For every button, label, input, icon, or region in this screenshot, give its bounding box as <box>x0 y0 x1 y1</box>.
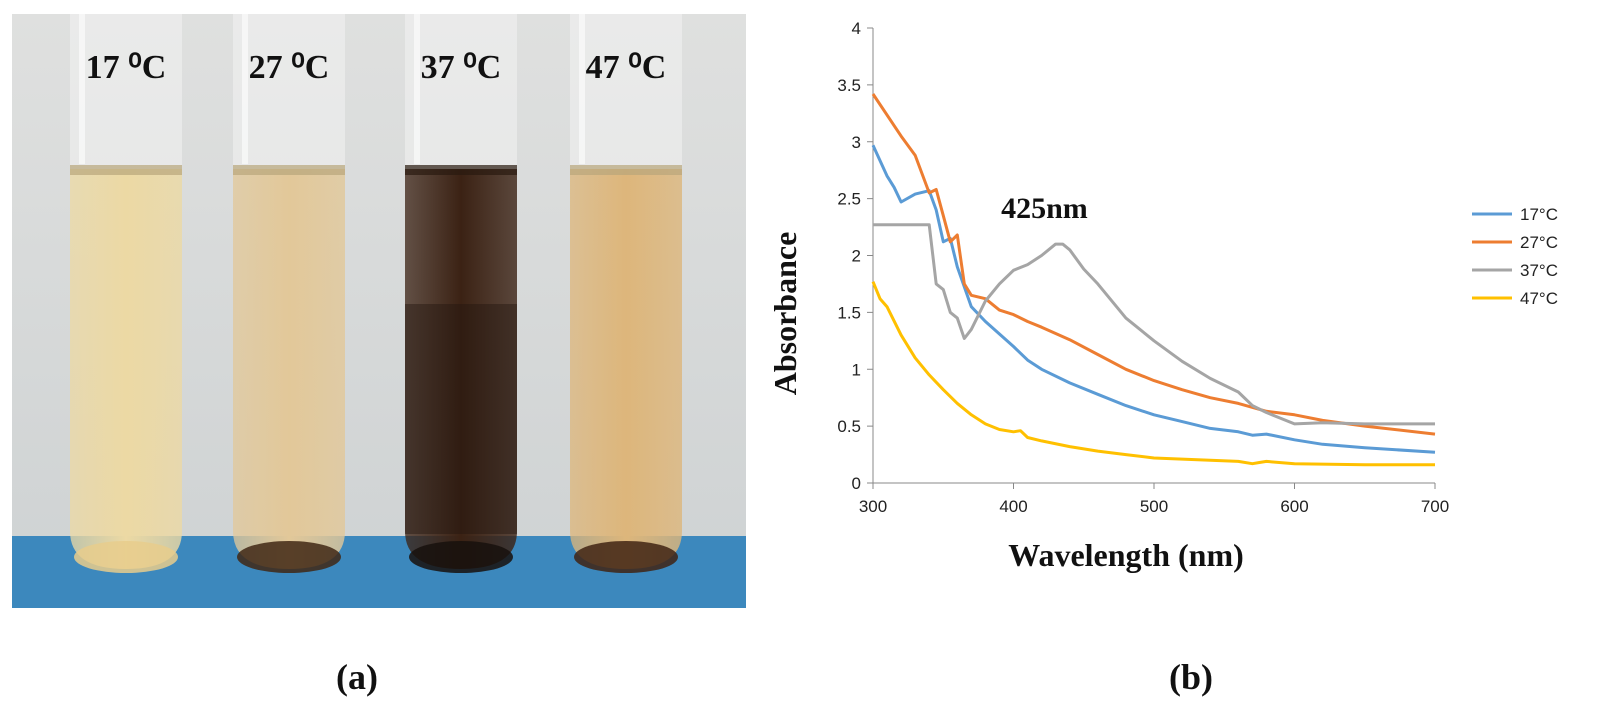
tube-liquid <box>570 169 682 569</box>
caption-a: (a) <box>336 657 378 697</box>
y-tick-label: 2 <box>852 247 861 266</box>
tube-meniscus <box>233 165 345 175</box>
x-tick-label: 400 <box>999 497 1027 516</box>
tube-label: 17 ⁰C <box>86 49 167 86</box>
y-tick-label: 1 <box>852 360 861 379</box>
x-tick-label: 700 <box>1421 497 1449 516</box>
tube-glass <box>570 14 682 174</box>
legend-label: 27°C <box>1520 233 1558 252</box>
y-tick-label: 0 <box>852 474 861 493</box>
tube-meniscus <box>570 165 682 175</box>
y-tick-label: 2.5 <box>837 190 861 209</box>
legend-label: 37°C <box>1520 261 1558 280</box>
tube-label: 27 ⁰C <box>249 49 330 86</box>
y-tick-label: 3.5 <box>837 76 861 95</box>
y-tick-label: 1.5 <box>837 303 861 322</box>
legend-label: 17°C <box>1520 205 1558 224</box>
x-tick-label: 600 <box>1280 497 1308 516</box>
test-tube <box>405 14 517 573</box>
absorbance-chart-svg: 0 0.5 1 1.5 2 2.5 3 3.5 4 300 400 500 600 700 Waveleng… <box>767 19 1558 573</box>
y-tick-label: 3 <box>852 133 861 152</box>
tube-liquid <box>233 169 345 569</box>
test-tube <box>233 14 345 573</box>
absorbance-chart: 0 0.5 1 1.5 2 2.5 3 3.5 4 300 400 500 600 700 Waveleng… <box>760 0 1614 620</box>
tube-meniscus <box>405 165 517 175</box>
tube-glass <box>70 14 182 174</box>
tube-sediment <box>237 541 341 573</box>
series-line <box>873 223 1435 426</box>
series-line <box>871 144 1436 454</box>
tube-sediment <box>74 541 178 573</box>
caption-b: (b) <box>1169 657 1213 697</box>
x-tick-label: 500 <box>1140 497 1168 516</box>
test-tube <box>570 14 682 573</box>
tube-liquid <box>405 169 517 569</box>
y-tick-label: 0.5 <box>837 417 861 436</box>
tube-meniscus <box>70 165 182 175</box>
annotation-label: 425nm <box>1001 192 1088 225</box>
tube-sediment <box>574 541 678 573</box>
tube-glass <box>405 14 517 174</box>
tube-liquid <box>70 169 182 569</box>
y-tick-label: 4 <box>852 19 861 38</box>
test-tube-photo-image: 17 ⁰C 27 ⁰C 37 ⁰C 47 ⁰C <box>12 14 746 608</box>
tube-label: 37 ⁰C <box>421 49 502 86</box>
x-axis-title: Wavelength (nm) <box>1008 537 1244 573</box>
tube-dark-zone <box>405 304 517 534</box>
test-tube-photo: 17 ⁰C 27 ⁰C 37 ⁰C 47 ⁰C <box>12 14 746 608</box>
x-tick-label: 300 <box>859 497 887 516</box>
y-axis-title: Absorbance <box>767 232 803 396</box>
tube-sediment <box>409 541 513 573</box>
legend-label: 47°C <box>1520 289 1558 308</box>
tube-label: 47 ⁰C <box>586 49 667 86</box>
test-tube <box>70 14 182 573</box>
tube-glass <box>233 14 345 174</box>
series-line <box>871 281 1435 467</box>
